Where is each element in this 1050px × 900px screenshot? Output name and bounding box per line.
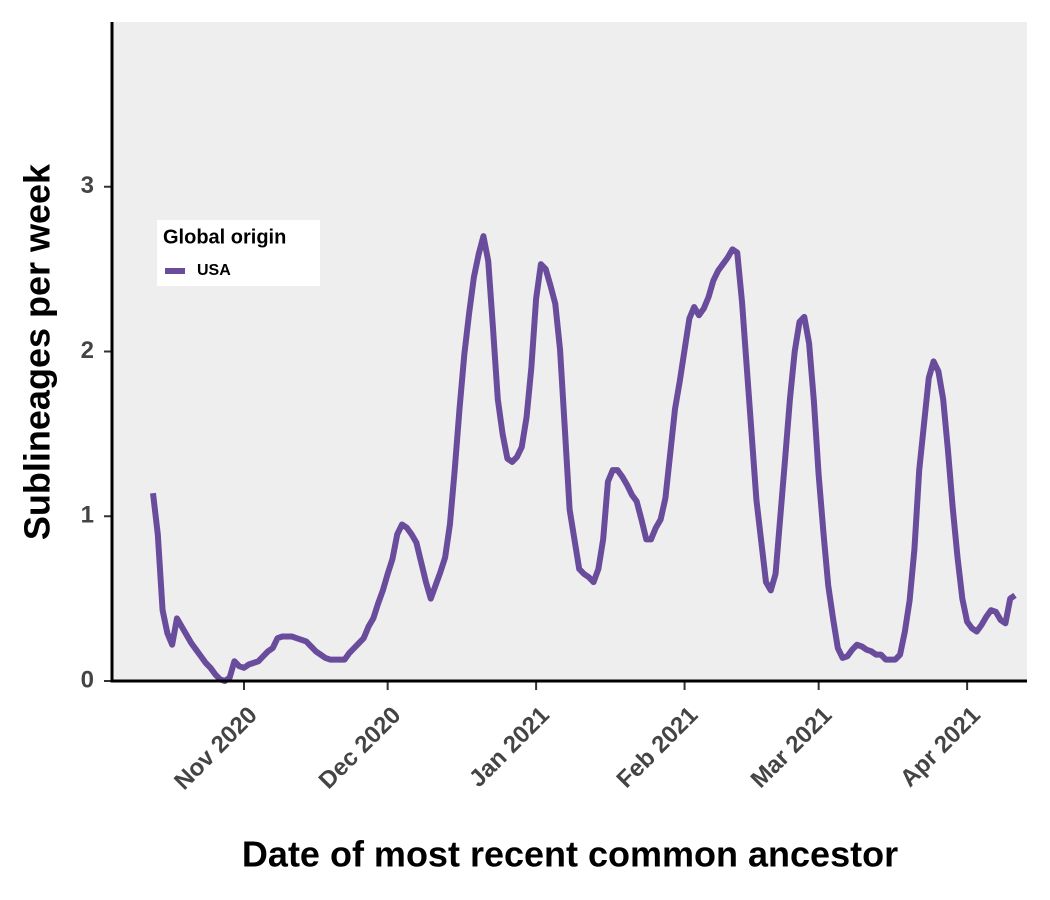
y-tick-label: 0 bbox=[81, 666, 94, 693]
x-axis-title: Date of most recent common ancestor bbox=[242, 834, 898, 875]
legend-title: Global origin bbox=[163, 226, 286, 248]
x-tick-label: Feb 2021 bbox=[612, 702, 704, 794]
y-axis-title: Sublineages per week bbox=[17, 163, 58, 540]
legend-label: USA bbox=[197, 262, 231, 279]
x-tick-label: Mar 2021 bbox=[746, 702, 838, 794]
data-line bbox=[150, 233, 1017, 684]
x-tick-label: Dec 2020 bbox=[314, 702, 407, 795]
x-tick-label: Jan 2021 bbox=[464, 702, 555, 793]
legend-box bbox=[157, 220, 320, 286]
plot-background bbox=[112, 22, 1027, 681]
x-tick-label: Nov 2020 bbox=[169, 702, 263, 796]
legend: Global origin USA bbox=[157, 220, 320, 286]
y-tick-label: 3 bbox=[81, 172, 94, 199]
x-tick-label: Apr 2021 bbox=[895, 702, 986, 793]
y-tick-label: 2 bbox=[81, 337, 94, 364]
y-tick-label: 1 bbox=[81, 502, 94, 529]
